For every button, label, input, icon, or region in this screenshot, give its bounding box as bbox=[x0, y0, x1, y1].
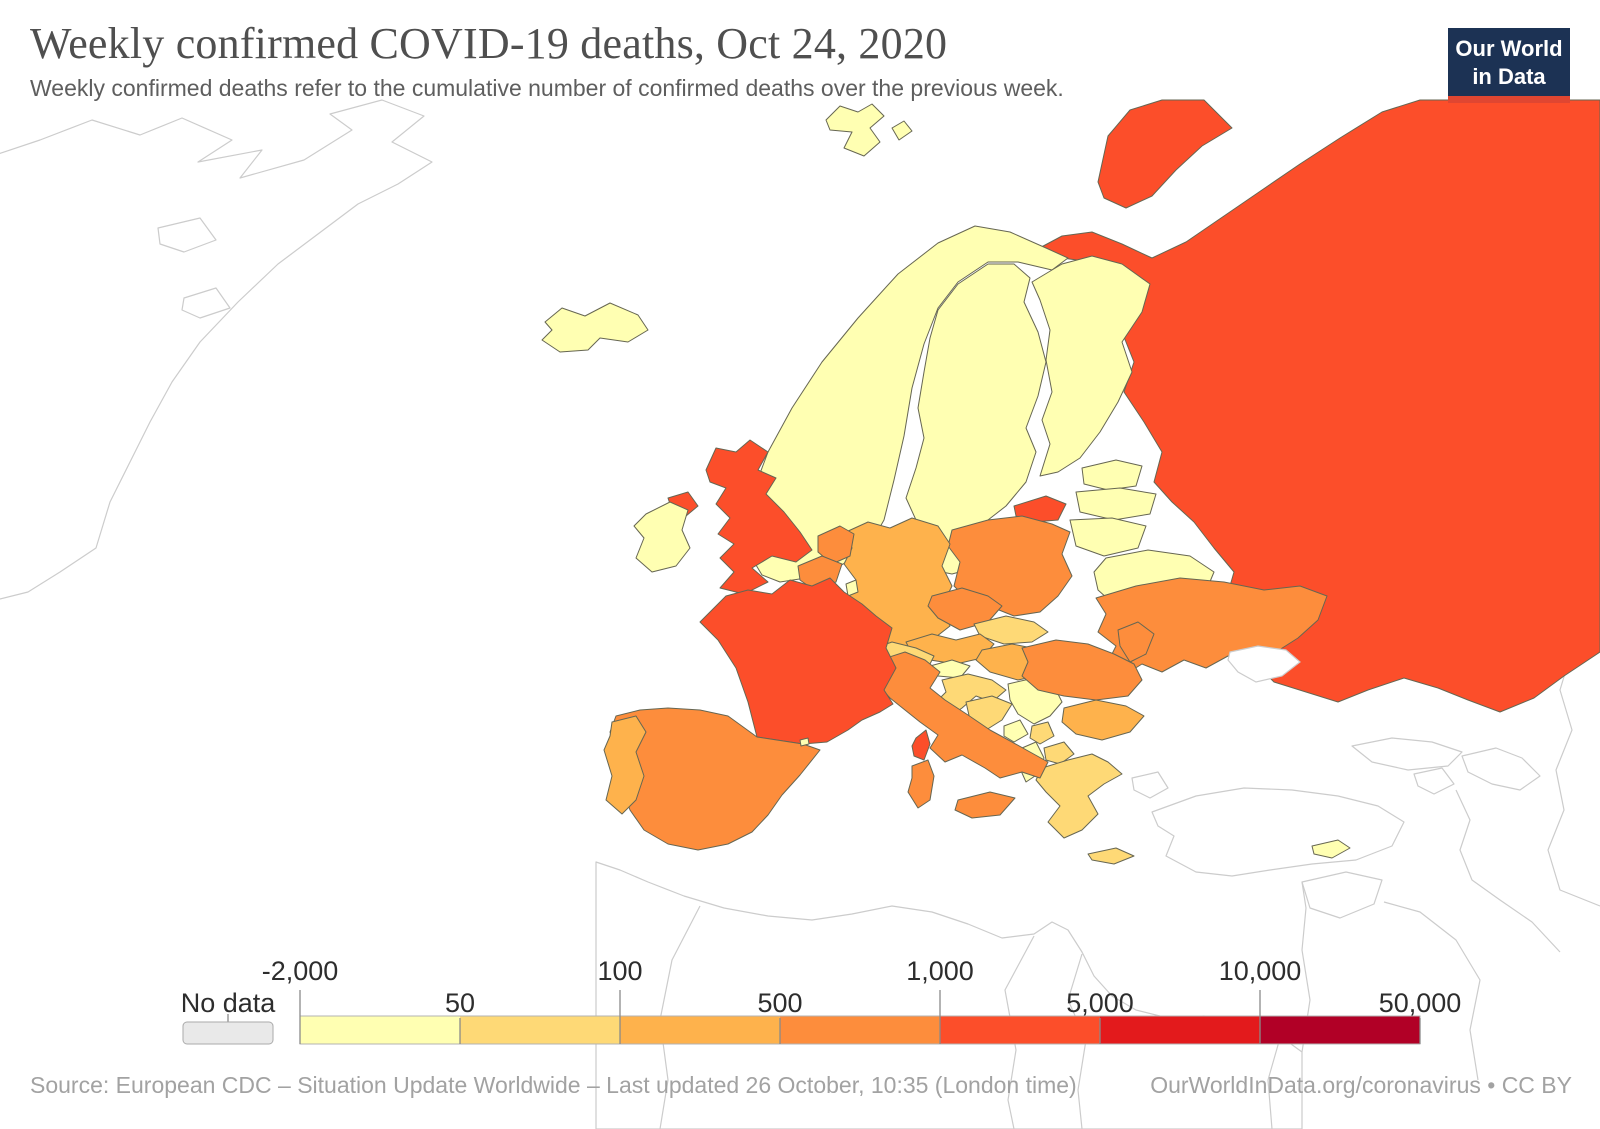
legend-color-swatch-4 bbox=[940, 1016, 1100, 1044]
legend-tick-label-50: 50 bbox=[444, 988, 476, 1018]
country-greece[interactable]: Greece — 50–100 bbox=[1087, 847, 1135, 865]
country-france[interactable]: France — 1,000–5,000 bbox=[911, 729, 931, 761]
country-north-macedonia[interactable]: North Macedonia — 50–100 bbox=[1043, 741, 1075, 765]
country-bulgaria[interactable]: Bulgaria — 100–500 bbox=[1061, 699, 1145, 741]
country-italy[interactable]: Italy — 500–1,000 bbox=[954, 791, 1016, 819]
region-turkey-thrace bbox=[1131, 771, 1169, 799]
country-italy[interactable]: Italy — 500–1,000 bbox=[907, 759, 935, 809]
region-greenland-coast bbox=[0, 99, 433, 600]
owid-logo[interactable]: Our World in Data bbox=[1448, 28, 1570, 103]
country-luxembourg[interactable]: Luxembourg — -2,000–50 bbox=[845, 579, 859, 597]
owid-logo-line1: Our World bbox=[1455, 36, 1563, 61]
region-crimea-no-data bbox=[1227, 645, 1301, 683]
legend-color-swatch-5 bbox=[1100, 1016, 1260, 1044]
country-portugal[interactable]: Portugal — 100–500 bbox=[603, 715, 647, 815]
country-russia[interactable]: Russia — 1,000–5,000 bbox=[1031, 99, 1600, 713]
country-ireland[interactable]: Ireland — -2,000–50 bbox=[633, 501, 691, 573]
region-iran-caucasus-border bbox=[1455, 789, 1561, 953]
legend-no-data-label: No data bbox=[180, 988, 276, 1018]
country-finland[interactable]: Finland — -2,000–50 bbox=[1031, 255, 1151, 477]
country-norway[interactable]: Norway — -2,000–50 bbox=[825, 103, 885, 157]
country-iceland[interactable]: Iceland — -2,000–50 bbox=[541, 302, 649, 353]
footer-source-text: Source: European CDC – Situation Update … bbox=[30, 1072, 1077, 1098]
country-lithuania[interactable]: Lithuania — -2,000–50 bbox=[1069, 517, 1147, 557]
country-russia[interactable]: Russia — 1,000–5,000 bbox=[1013, 495, 1067, 523]
country-estonia[interactable]: Estonia — -2,000–50 bbox=[1081, 459, 1143, 491]
legend-tick-label-500: 500 bbox=[757, 988, 803, 1018]
country-poland[interactable]: Poland — 500–1,000 bbox=[947, 515, 1073, 617]
legend-tick-label-50,000: 50,000 bbox=[1378, 988, 1462, 1018]
legend-color-swatch-1 bbox=[460, 1016, 620, 1044]
footer-attribution-link[interactable]: OurWorldInData.org/coronavirus • CC BY bbox=[1150, 1072, 1572, 1098]
country-romania[interactable]: Romania — 500–1,000 bbox=[1021, 639, 1143, 701]
region-armenia bbox=[1413, 767, 1455, 795]
legend-color-swatch-6 bbox=[1260, 1016, 1420, 1044]
country-andorra[interactable]: Andorra — -2,000–50 bbox=[799, 737, 810, 747]
owid-logo-line2: in Data bbox=[1472, 63, 1546, 89]
legend-color-swatch-3 bbox=[780, 1016, 940, 1044]
legend-no-data-swatch bbox=[182, 1021, 274, 1045]
region-border-algeria-tunisia bbox=[1004, 935, 1035, 1129]
legend-tick-label-10,000: 10,000 bbox=[1218, 956, 1302, 986]
country-moldova[interactable]: Moldova — 500–1,000 bbox=[1117, 621, 1155, 663]
region-turkey bbox=[1151, 787, 1405, 877]
region-greenland-island-1 bbox=[157, 217, 217, 253]
region-greenland-island-2 bbox=[181, 287, 231, 319]
country-cyprus[interactable]: Cyprus — -2,000–50 bbox=[1311, 839, 1351, 859]
country-norway[interactable]: Norway — -2,000–50 bbox=[891, 120, 913, 141]
country-italy[interactable]: Italy — 500–1,000 bbox=[867, 651, 1049, 779]
legend-tick-label-5,000: 5,000 bbox=[1066, 988, 1134, 1018]
legend-color-swatch-2 bbox=[620, 1016, 780, 1044]
country-netherlands[interactable]: Netherlands — 500–1,000 bbox=[817, 525, 855, 565]
region-azerbaijan bbox=[1461, 747, 1541, 791]
country-united-kingdom[interactable]: United Kingdom — 1,000–5,000 bbox=[705, 439, 813, 595]
region-border-libya-egypt bbox=[1267, 1037, 1281, 1129]
legend-tick-label--2,000: -2,000 bbox=[261, 956, 339, 986]
country-montenegro[interactable]: Montenegro — -2,000–50 bbox=[1003, 719, 1029, 743]
legend-color-swatch-0 bbox=[300, 1016, 460, 1044]
country-greece[interactable]: Greece — 50–100 bbox=[1035, 753, 1123, 839]
country-latvia[interactable]: Latvia — -2,000–50 bbox=[1075, 487, 1157, 521]
legend-tick-label-1,000: 1,000 bbox=[906, 956, 974, 986]
country-russia[interactable]: Russia — 1,000–5,000 bbox=[1097, 99, 1233, 209]
region-syria bbox=[1301, 871, 1383, 919]
region-iraq-iran-borders bbox=[1383, 901, 1481, 1081]
country-kosovo[interactable]: Kosovo — 50–100 bbox=[1029, 721, 1055, 745]
legend-tick-label-100: 100 bbox=[597, 956, 643, 986]
region-georgia bbox=[1351, 737, 1463, 771]
